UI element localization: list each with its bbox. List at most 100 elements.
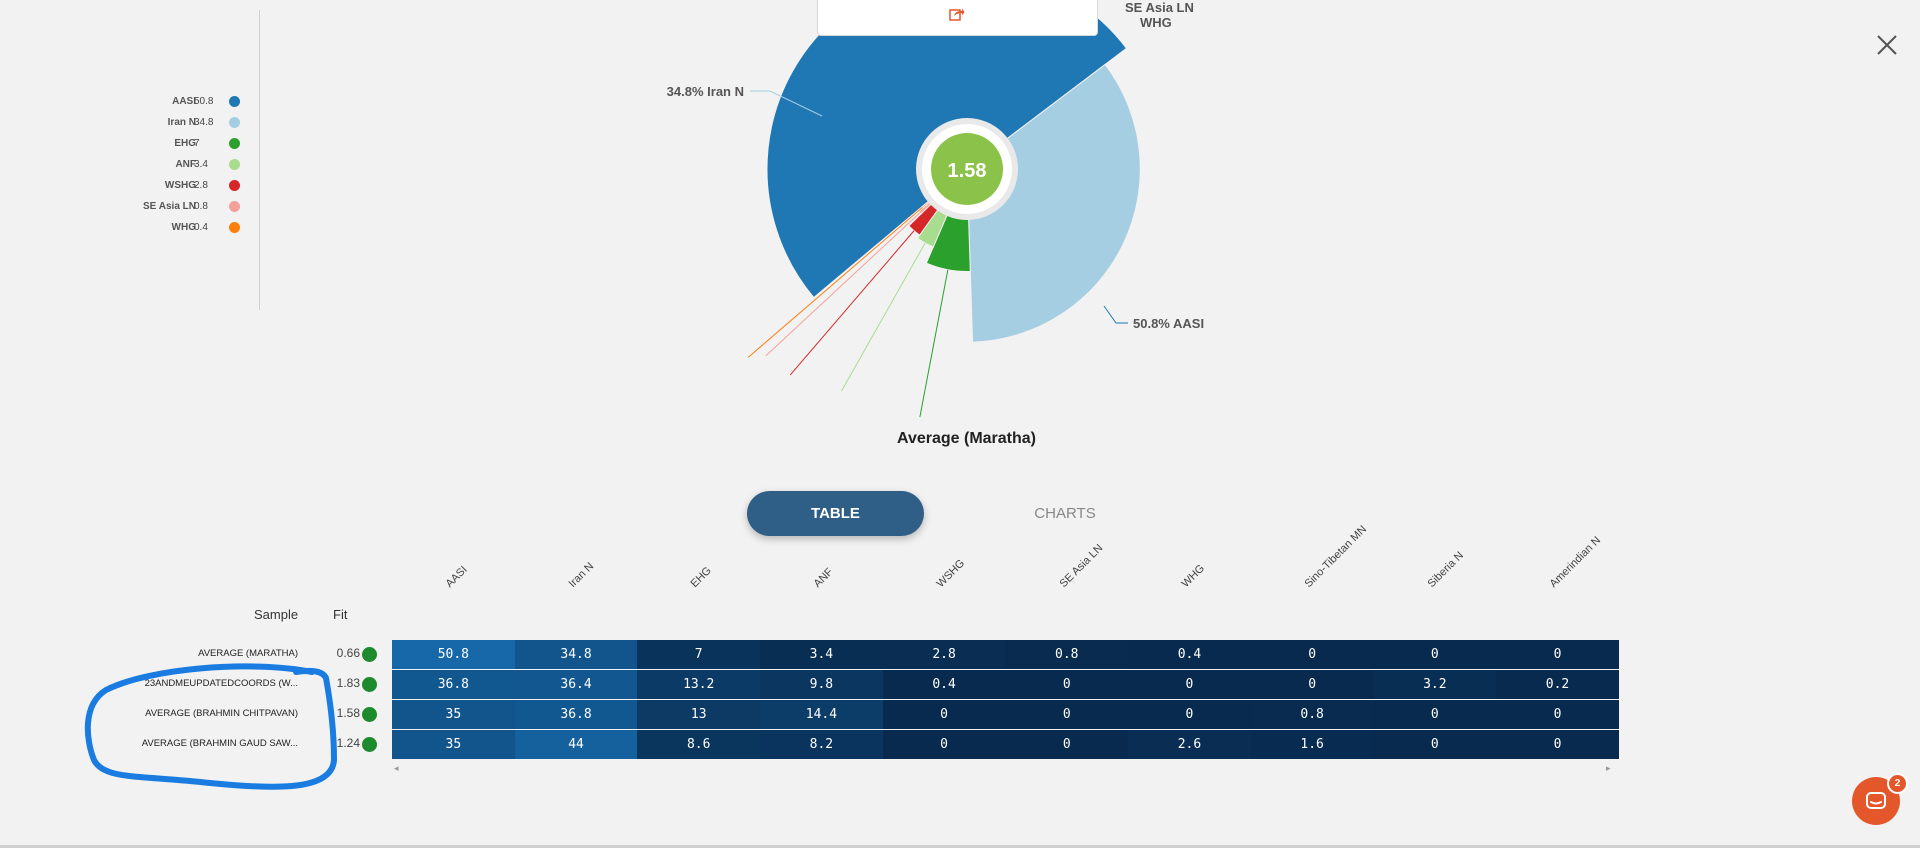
column-header: ANF: [811, 565, 836, 590]
callout-aasi: 50.8% AASI: [1133, 316, 1204, 331]
legend-item: EHG 7: [118, 134, 248, 155]
legend-item: Iran N 34.8: [118, 113, 248, 134]
callout-whg: WHG: [1140, 15, 1172, 30]
share-icon[interactable]: [949, 7, 965, 21]
table-cell: 0: [1128, 670, 1251, 699]
legend-value: 0.8: [194, 201, 208, 212]
leader-line: [841, 242, 926, 392]
legend-label: ANF: [175, 159, 196, 170]
scroll-left-arrow-icon[interactable]: ◂: [394, 763, 399, 773]
legend-item: AASI 50.8: [118, 92, 248, 113]
legend-divider: [259, 10, 260, 310]
tab-table[interactable]: TABLE: [747, 491, 924, 536]
chart-caption: Average (Maratha): [896, 430, 1036, 447]
leader-line: [765, 212, 921, 357]
legend-swatch: [229, 159, 240, 170]
table-cell: 44: [514, 730, 638, 759]
close-icon[interactable]: [1872, 30, 1902, 60]
row-fit-value: 1.24: [336, 736, 360, 750]
legend-value: 50.8: [194, 96, 214, 107]
table-cell: 7: [637, 640, 761, 669]
legend-swatch: [229, 96, 240, 107]
row-fit-value: 0.66: [336, 646, 360, 660]
table-cell: 3.2: [1373, 670, 1497, 699]
table-cell: 13.2: [637, 670, 761, 699]
fit-indicator: [362, 707, 377, 722]
legend-swatch: [229, 201, 240, 212]
table-cell: 3.4: [760, 640, 883, 669]
table-cell: 9.8: [760, 670, 883, 699]
column-header: Amerindian N: [1547, 534, 1604, 590]
table-cell: 35: [392, 730, 515, 759]
leader-line-aasi: [1103, 305, 1128, 324]
tab-charts[interactable]: CHARTS: [1034, 505, 1096, 522]
table-cell: 0: [1128, 700, 1251, 729]
leader-line: [789, 230, 915, 376]
chat-button[interactable]: 2: [1852, 773, 1908, 825]
table-row: 36.8 36.4 13.2 9.8 0.4 0 0 0 3.2 0.2: [392, 670, 1619, 699]
table-cell: 36.4: [514, 670, 638, 699]
table-cell: 35: [392, 700, 515, 729]
table-cell: 0: [1005, 670, 1129, 699]
notification-badge: 2: [1887, 773, 1908, 794]
column-header: WSHG: [934, 557, 968, 590]
callout-iran-n: 34.8% Iran N: [667, 84, 744, 99]
table-cell: 0.4: [1128, 640, 1251, 669]
leader-line: [747, 206, 923, 358]
fit-column-header: Fit: [333, 607, 348, 622]
legend-swatch: [229, 222, 240, 233]
table-cell: 50.8: [392, 640, 515, 669]
sample-column-header: Sample: [254, 607, 299, 622]
legend-label: WSHG: [164, 180, 196, 191]
column-header: WHG: [1179, 562, 1208, 590]
pie-center-badge: [931, 133, 1003, 205]
callout-se-asia-ln: SE Asia LN: [1125, 0, 1194, 15]
table-cell: 0: [1250, 640, 1374, 669]
table-cell: 0: [1005, 700, 1129, 729]
table-row: 35 36.8 13 14.4 0 0 0 0.8 0 0: [392, 700, 1619, 729]
legend-value: 3.4: [194, 159, 208, 170]
scroll-right-arrow-icon[interactable]: ▸: [1606, 763, 1611, 773]
legend-item: SE Asia LN 0.8: [118, 197, 248, 218]
legend-label: AASI: [172, 96, 196, 107]
row-sample-name[interactable]: AVERAGE (BRAHMIN GAUD SAW...: [141, 738, 298, 749]
table-cell: 0: [1496, 730, 1619, 759]
pie-chart: 1.58 50.8% AASI 34.8% Iran N SE Asia LN …: [667, 0, 1204, 418]
table-cell: 8.6: [637, 730, 761, 759]
row-sample-name[interactable]: AVERAGE (MARATHA): [198, 648, 298, 659]
share-popup: [817, 0, 1098, 36]
legend-value: 7: [194, 138, 200, 149]
row-fit-value: 1.83: [336, 676, 360, 690]
legend-swatch: [229, 180, 240, 191]
fit-indicator: [362, 647, 377, 662]
column-header: Sino-Tibetan MN: [1302, 523, 1369, 590]
pie-slice-iran-n[interactable]: [966, 63, 1141, 343]
table-cell: 8.2: [760, 730, 883, 759]
legend-label: WHG: [171, 222, 196, 233]
legend-item: ANF 3.4: [118, 155, 248, 176]
leader-line-iran-n: [750, 90, 823, 117]
table-row: 50.8 34.8 7 3.4 2.8 0.8 0.4 0 0 0: [392, 640, 1619, 669]
column-header: Siberia N: [1425, 549, 1466, 590]
row-sample-name[interactable]: 23ANDMEUPDATEDCOORDS (W...: [144, 678, 298, 689]
legend-label: Iran N: [167, 117, 196, 128]
column-header: SE Asia LN: [1057, 542, 1105, 590]
table-cell: 36.8: [514, 700, 638, 729]
table-cell: 0: [1005, 730, 1129, 759]
table-cell: 0: [1373, 730, 1497, 759]
table-cell: 0: [1496, 700, 1619, 729]
row-sample-name[interactable]: AVERAGE (BRAHMIN CHITPAVAN): [145, 708, 298, 719]
legend-value: 0.4: [194, 222, 208, 233]
leader-line: [919, 269, 949, 418]
chat-icon: [1866, 792, 1886, 809]
table-cell: 14.4: [760, 700, 883, 729]
legend: AASI 50.8 Iran N 34.8 EHG 7 ANF 3.4 WSHG 2.8 SE As…: [118, 92, 248, 239]
legend-label: SE Asia LN: [143, 201, 196, 212]
table-cell: 0: [1373, 700, 1497, 729]
legend-label: EHG: [174, 138, 196, 149]
pie-center-value: 1.58: [948, 160, 987, 182]
table-cell: 0.2: [1496, 670, 1619, 699]
row-fit-value: 1.58: [336, 706, 360, 720]
table-cell: 2.8: [882, 640, 1006, 669]
table-cell: 0: [1373, 640, 1497, 669]
